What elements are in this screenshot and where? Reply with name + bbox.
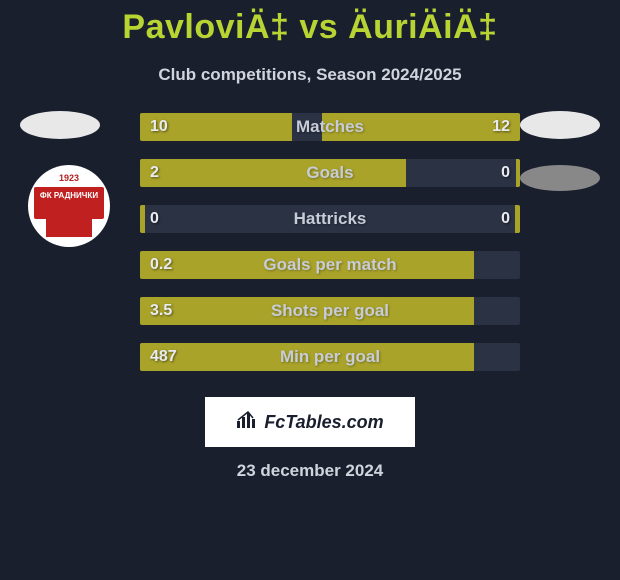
player-right-club-avatar bbox=[520, 165, 600, 191]
stat-label: Shots per goal bbox=[140, 297, 520, 325]
stat-row: Min per goal487 bbox=[140, 343, 520, 371]
stat-label: Goals bbox=[140, 159, 520, 187]
stat-value-left: 2 bbox=[150, 159, 159, 187]
stat-label: Goals per match bbox=[140, 251, 520, 279]
stat-row: Goals2 0 bbox=[140, 159, 520, 187]
player-left-club-badge: 1923 ФК РАДНИЧКИ bbox=[28, 165, 110, 247]
bar-chart-icon bbox=[236, 411, 258, 434]
stat-value-left: 10 bbox=[150, 113, 168, 141]
stat-row: Goals per match0.2 bbox=[140, 251, 520, 279]
stat-label: Min per goal bbox=[140, 343, 520, 371]
comparison-content: 1923 ФК РАДНИЧКИ Matches1012Goals20Hattr… bbox=[0, 113, 620, 371]
stats-bars: Matches1012Goals20Hattricks00Goals per m… bbox=[140, 113, 520, 371]
stat-value-left: 3.5 bbox=[150, 297, 172, 325]
stat-row: Hattricks0 0 bbox=[140, 205, 520, 233]
stat-label: Hattricks bbox=[140, 205, 520, 233]
stat-value-left: 0 bbox=[150, 205, 159, 233]
stat-value-right: 0 bbox=[501, 205, 510, 233]
stat-row: Matches10 12 bbox=[140, 113, 520, 141]
stat-label: Matches bbox=[140, 113, 520, 141]
season-subtitle: Club competitions, Season 2024/2025 bbox=[0, 65, 620, 85]
player-left-avatar bbox=[20, 111, 100, 139]
stat-value-right: 12 bbox=[492, 113, 510, 141]
fctables-logo-text: FcTables.com bbox=[264, 412, 383, 433]
page-title: PavloviÄ‡ vs ÄuriÄiÄ‡ bbox=[0, 0, 620, 47]
stat-value-left: 487 bbox=[150, 343, 177, 371]
footer-date: 23 december 2024 bbox=[0, 461, 620, 481]
stat-value-right: 0 bbox=[501, 159, 510, 187]
fctables-logo-box: FcTables.com bbox=[205, 397, 415, 447]
stat-row: Shots per goal3.5 bbox=[140, 297, 520, 325]
player-right-avatar bbox=[520, 111, 600, 139]
stat-value-left: 0.2 bbox=[150, 251, 172, 279]
